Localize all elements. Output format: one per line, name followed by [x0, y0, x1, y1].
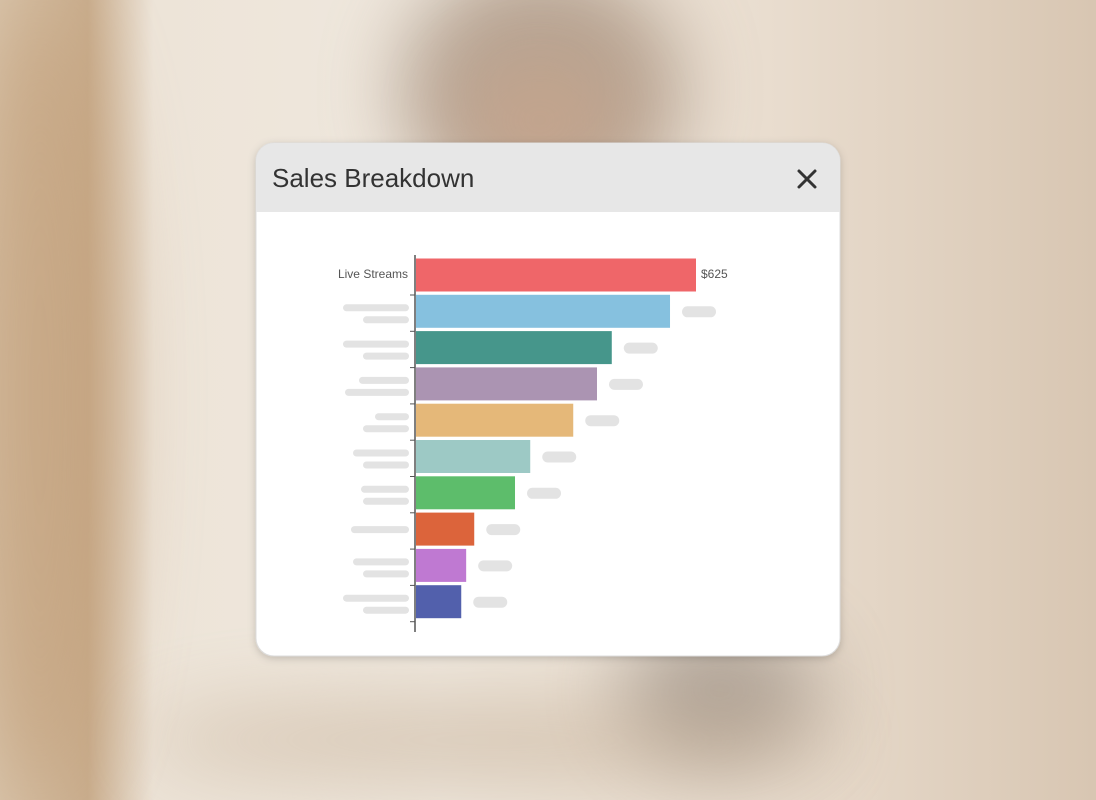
- bar: [416, 585, 462, 619]
- bar: [416, 548, 467, 582]
- value-label: $625: [701, 267, 728, 281]
- label-placeholder: [363, 606, 409, 614]
- value-placeholder: [542, 451, 577, 463]
- bar: [416, 476, 516, 510]
- label-placeholder: [363, 570, 409, 578]
- close-button[interactable]: [797, 169, 817, 189]
- modal-header: [256, 143, 840, 212]
- value-placeholder: [623, 342, 658, 354]
- label-placeholder: [363, 461, 409, 469]
- category-label: Live Streams: [338, 267, 408, 281]
- bar: [416, 367, 597, 401]
- modal-title: Sales Breakdown: [272, 163, 474, 193]
- value-placeholder: [473, 596, 508, 608]
- label-placeholder: [353, 449, 409, 457]
- value-placeholder: [608, 378, 643, 390]
- label-placeholder: [361, 485, 409, 493]
- label-placeholder: [375, 413, 409, 421]
- value-placeholder: [478, 560, 513, 572]
- label-placeholder: [351, 526, 409, 534]
- label-placeholder: [363, 497, 409, 505]
- label-placeholder: [363, 352, 409, 360]
- value-placeholder: [682, 306, 717, 318]
- bar: [416, 403, 574, 437]
- label-placeholder: [363, 425, 409, 433]
- label-placeholder: [353, 558, 409, 566]
- bar: [416, 440, 531, 473]
- value-placeholder: [527, 487, 562, 499]
- value-placeholder: [486, 524, 521, 536]
- bar: [416, 512, 475, 546]
- bar: [416, 294, 671, 328]
- label-placeholder: [343, 594, 409, 602]
- bar: [416, 331, 612, 365]
- label-placeholder: [343, 304, 409, 312]
- label-placeholder: [345, 388, 409, 396]
- value-placeholder: [585, 415, 620, 427]
- label-placeholder: [359, 376, 409, 384]
- label-placeholder: [343, 340, 409, 348]
- label-placeholder: [363, 316, 409, 324]
- bar: [416, 258, 696, 292]
